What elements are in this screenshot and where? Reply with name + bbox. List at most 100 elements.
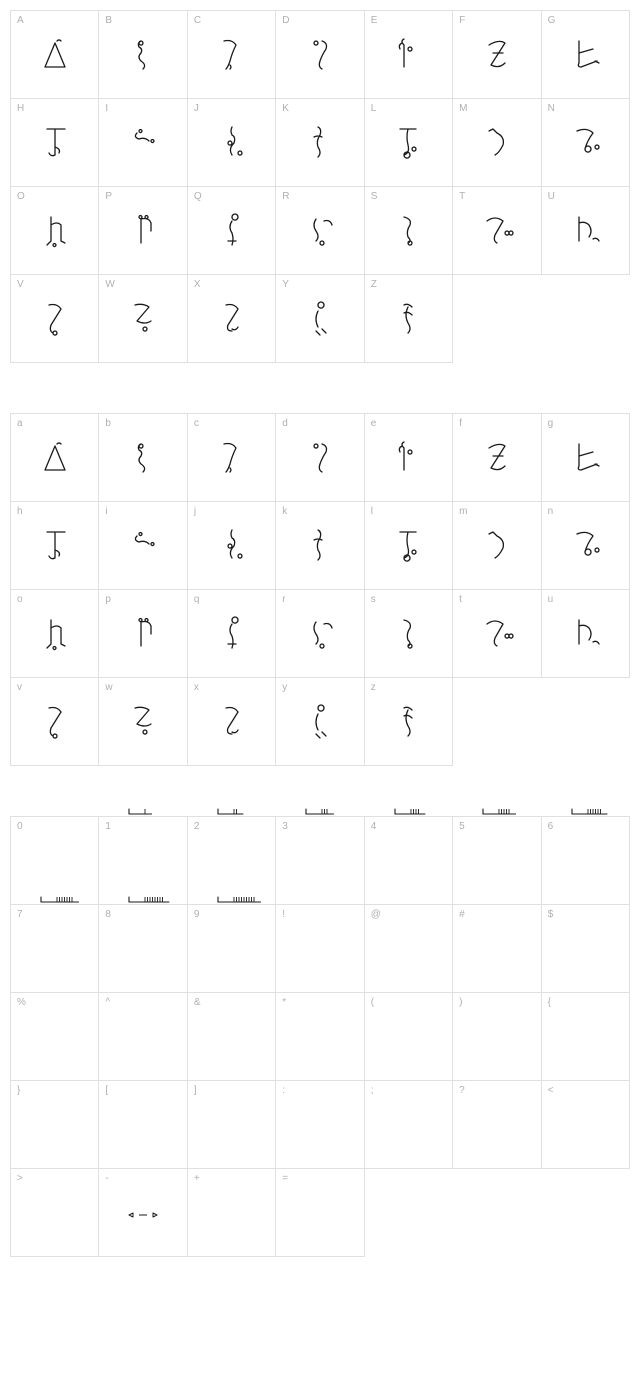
glyph-grid-uppercase: A B C D E F G H I J K L M N O P Q R S T … xyxy=(10,10,630,363)
glyph-cell: k xyxy=(276,502,364,590)
glyph-icon xyxy=(292,35,348,75)
cell-label: + xyxy=(194,1173,200,1184)
glyph-cell: t xyxy=(453,590,541,678)
glyph-cell: ] xyxy=(188,1081,276,1169)
glyph-cell: @ xyxy=(365,905,453,993)
glyph-cell: ^ xyxy=(99,993,187,1081)
glyph-icon xyxy=(469,123,525,163)
glyph-icon xyxy=(115,438,171,478)
cell-label: o xyxy=(17,594,23,605)
glyph-icon xyxy=(557,123,613,163)
cell-label: E xyxy=(371,15,378,26)
cell-label: b xyxy=(105,418,111,429)
glyph-grid-symbols: 01 2 3 4 5 6 7 8 9 !@#$%^&*(){}[]:;?<>- … xyxy=(10,816,630,1257)
cell-label: 9 xyxy=(194,909,200,920)
glyph-cell: : xyxy=(276,1081,364,1169)
glyph-cell: x xyxy=(188,678,276,766)
glyph-cell: V xyxy=(11,275,99,363)
glyph-cell: 2 xyxy=(188,817,276,905)
glyph-icon xyxy=(380,614,436,654)
glyph-icon xyxy=(27,35,83,75)
glyph-cell: u xyxy=(542,590,630,678)
glyph-cell: I xyxy=(99,99,187,187)
glyph-icon xyxy=(292,299,348,339)
glyph-icon xyxy=(27,438,83,478)
glyph-icon xyxy=(27,526,83,566)
empty-cell xyxy=(453,678,541,766)
cell-label: l xyxy=(371,506,373,517)
cell-label: L xyxy=(371,103,377,114)
glyph-icon xyxy=(380,702,436,742)
cell-label: A xyxy=(17,15,24,26)
glyph-cell: A xyxy=(11,11,99,99)
glyph-icon xyxy=(557,438,613,478)
glyph-cell: v xyxy=(11,678,99,766)
glyph-cell: T xyxy=(453,187,541,275)
cell-label: y xyxy=(282,682,287,693)
glyph-icon xyxy=(27,123,83,163)
glyph-cell: e xyxy=(365,414,453,502)
glyph-cell: 7 xyxy=(11,905,99,993)
glyph-cell: M xyxy=(453,99,541,187)
glyph-icon xyxy=(292,526,348,566)
glyph-cell: 4 xyxy=(365,817,453,905)
glyph-cell: & xyxy=(188,993,276,1081)
cell-label: 8 xyxy=(105,909,111,920)
cell-label: 2 xyxy=(194,821,200,832)
cell-label: G xyxy=(548,15,556,26)
cell-label: e xyxy=(371,418,377,429)
cell-label: ^ xyxy=(105,997,110,1008)
cell-label: B xyxy=(105,15,112,26)
glyph-cell: ; xyxy=(365,1081,453,1169)
glyph-icon xyxy=(204,299,260,339)
glyph-cell: P xyxy=(99,187,187,275)
cell-label: 7 xyxy=(17,909,23,920)
cell-label: X xyxy=(194,279,201,290)
empty-cell xyxy=(542,1169,630,1257)
cell-label: ] xyxy=(194,1085,197,1096)
cell-label: Z xyxy=(371,279,377,290)
glyph-cell: > xyxy=(11,1169,99,1257)
glyph-cell: [ xyxy=(99,1081,187,1169)
cell-label: * xyxy=(282,997,286,1008)
cell-label: I xyxy=(105,103,108,114)
glyph-cell: r xyxy=(276,590,364,678)
glyph-icon xyxy=(469,438,525,478)
glyph-cell: } xyxy=(11,1081,99,1169)
glyph-icon xyxy=(292,614,348,654)
cell-label: O xyxy=(17,191,25,202)
glyph-cell: d xyxy=(276,414,364,502)
cell-label: = xyxy=(282,1173,288,1184)
glyph-cell: 5 xyxy=(453,817,541,905)
cell-label: $ xyxy=(548,909,554,920)
cell-label: R xyxy=(282,191,289,202)
cell-label: Y xyxy=(282,279,289,290)
cell-label: U xyxy=(548,191,555,202)
glyph-icon xyxy=(115,614,171,654)
glyph-cell: a xyxy=(11,414,99,502)
cell-label: { xyxy=(548,997,551,1008)
cell-label: K xyxy=(282,103,289,114)
cell-label: H xyxy=(17,103,24,114)
glyph-icon xyxy=(469,211,525,251)
cell-label: ! xyxy=(282,909,285,920)
glyph-icon xyxy=(115,702,171,742)
glyph-cell: $ xyxy=(542,905,630,993)
glyph-cell: % xyxy=(11,993,99,1081)
glyph-cell: J xyxy=(188,99,276,187)
glyph-icon xyxy=(292,211,348,251)
cell-label: } xyxy=(17,1085,20,1096)
cell-label: u xyxy=(548,594,554,605)
glyph-cell: ( xyxy=(365,993,453,1081)
cell-label: x xyxy=(194,682,199,693)
glyph-cell: 9 xyxy=(188,905,276,993)
cell-label: @ xyxy=(371,909,381,920)
glyph-icon xyxy=(292,438,348,478)
glyph-cell: = xyxy=(276,1169,364,1257)
cell-label: r xyxy=(282,594,285,605)
cell-label: 1 xyxy=(105,821,111,832)
glyph-cell: y xyxy=(276,678,364,766)
cell-label: t xyxy=(459,594,462,605)
glyph-icon xyxy=(27,211,83,251)
glyph-icon xyxy=(115,211,171,251)
